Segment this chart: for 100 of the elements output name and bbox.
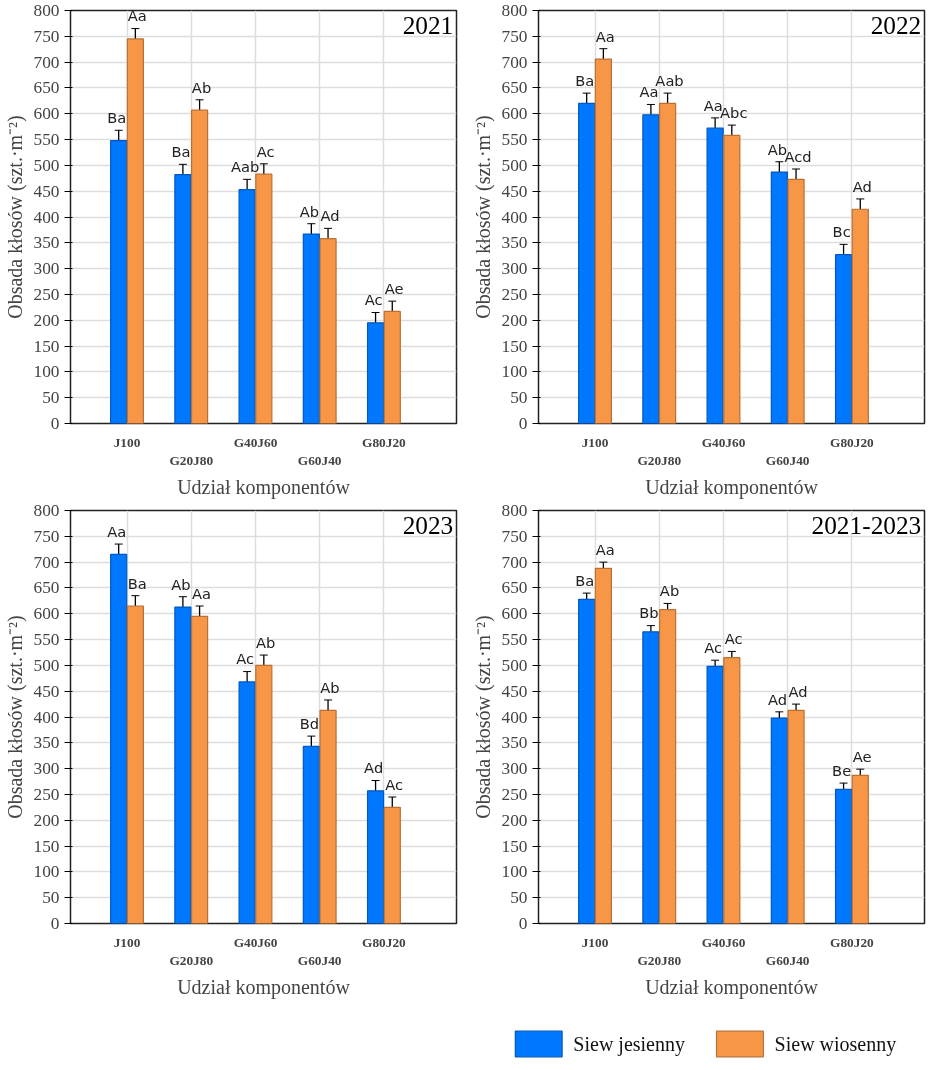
bar <box>787 709 805 924</box>
y-tick-label: 700 <box>501 552 528 572</box>
bar <box>770 171 788 424</box>
data-label: Bd <box>299 714 320 732</box>
bar <box>706 665 724 924</box>
bar <box>658 609 677 924</box>
bar <box>383 310 401 424</box>
x-axis-title: Udział komponentów <box>645 475 819 499</box>
bar <box>190 615 209 924</box>
x-tick-label: G20J80 <box>169 952 214 968</box>
x-tick-label: J100 <box>581 434 609 450</box>
data-label: Ba <box>171 143 191 161</box>
y-tick-label: 750 <box>501 26 528 46</box>
x-tick-label: G80J20 <box>362 934 407 950</box>
y-tick-label: 400 <box>33 707 60 727</box>
y-tick-label: 800 <box>33 1 60 20</box>
y-tick-label: 650 <box>501 578 528 598</box>
y-axis-title: Obsada kłosów (szt.·m⁻²) <box>471 115 495 319</box>
y-tick-label: 200 <box>33 310 60 330</box>
y-tick-label: 100 <box>501 362 528 382</box>
data-label: Aab <box>655 71 684 89</box>
bar <box>723 657 741 924</box>
y-tick-label: 600 <box>33 104 60 124</box>
y-tick-label: 300 <box>33 759 60 779</box>
y-tick-label: 400 <box>501 707 528 727</box>
y-axis-title: Obsada kłosów (szt.·m⁻²) <box>471 615 495 819</box>
legend-label: Siew wiosenny <box>774 1033 897 1057</box>
y-tick-label: 750 <box>33 26 60 46</box>
data-label: Aa <box>107 522 127 540</box>
bar <box>319 709 337 924</box>
bar <box>110 553 128 924</box>
x-axis-title: Udział komponentów <box>645 975 819 999</box>
y-axis-title: Obsada kłosów (szt.·m⁻²) <box>3 615 27 819</box>
x-tick-label: J100 <box>113 934 141 950</box>
x-tick-label: G20J80 <box>169 452 214 468</box>
y-tick-label: 150 <box>501 836 528 856</box>
y-tick-label: 400 <box>501 207 528 227</box>
y-tick-label: 600 <box>501 104 528 124</box>
bar <box>238 189 256 424</box>
y-tick-label: 300 <box>501 759 528 779</box>
bar <box>255 664 273 924</box>
data-label: Aa <box>595 27 615 45</box>
data-label: Ab <box>299 202 320 220</box>
data-label: Ba <box>127 574 147 592</box>
y-tick-label: 350 <box>501 233 528 253</box>
y-tick-label: 50 <box>510 388 528 408</box>
bar <box>174 174 192 424</box>
x-tick-label: G80J20 <box>830 934 875 950</box>
y-tick-label: 150 <box>501 336 528 356</box>
data-label: Ba <box>575 571 595 589</box>
data-label: Ad <box>788 682 808 700</box>
bar <box>770 717 788 924</box>
y-tick-label: 550 <box>33 630 60 650</box>
data-label: Aa <box>703 96 723 114</box>
bar <box>302 233 320 424</box>
bar <box>238 681 256 924</box>
bar <box>383 806 401 924</box>
y-tick-label: 700 <box>33 552 60 572</box>
data-label: Ac <box>236 650 255 668</box>
y-tick-label: 0 <box>50 414 60 433</box>
bar <box>851 774 869 924</box>
y-tick-label: 700 <box>33 52 60 72</box>
data-label: Ba <box>575 71 595 89</box>
bar <box>578 598 596 924</box>
y-tick-label: 350 <box>33 233 60 253</box>
y-tick-label: 250 <box>33 284 60 304</box>
y-tick-label: 650 <box>33 578 60 598</box>
data-label: Ba <box>107 109 127 127</box>
bar <box>594 58 612 424</box>
y-tick-label: 300 <box>33 259 60 279</box>
y-tick-label: 500 <box>501 655 528 675</box>
y-tick-label: 0 <box>518 414 528 433</box>
y-tick-label: 0 <box>50 914 60 933</box>
y-tick-label: 600 <box>501 604 528 624</box>
data-label: Aab <box>231 158 260 176</box>
bar <box>834 254 853 424</box>
data-label: Ab <box>171 575 191 593</box>
data-label: Ac <box>364 291 383 309</box>
y-tick-label: 350 <box>501 733 528 753</box>
data-label: Ac <box>724 630 743 648</box>
y-tick-label: 450 <box>501 681 528 701</box>
y-tick-label: 550 <box>501 130 528 150</box>
bar <box>594 567 612 924</box>
y-tick-label: 550 <box>33 130 60 150</box>
bar <box>706 127 724 424</box>
data-label: Ac <box>704 639 723 657</box>
y-tick-label: 450 <box>501 181 528 201</box>
y-tick-label: 200 <box>501 810 528 830</box>
bar <box>110 140 128 424</box>
data-label: Ae <box>384 280 404 298</box>
chart-title: 2021 <box>402 10 454 39</box>
y-tick-label: 0 <box>518 914 528 933</box>
bar <box>366 790 385 924</box>
bar <box>851 208 869 424</box>
bar <box>319 238 337 424</box>
data-label: Bb <box>639 604 659 622</box>
bar <box>126 605 144 924</box>
data-label: Ac <box>256 142 275 160</box>
y-tick-label: 650 <box>33 78 60 98</box>
data-label: Ac <box>385 775 404 793</box>
